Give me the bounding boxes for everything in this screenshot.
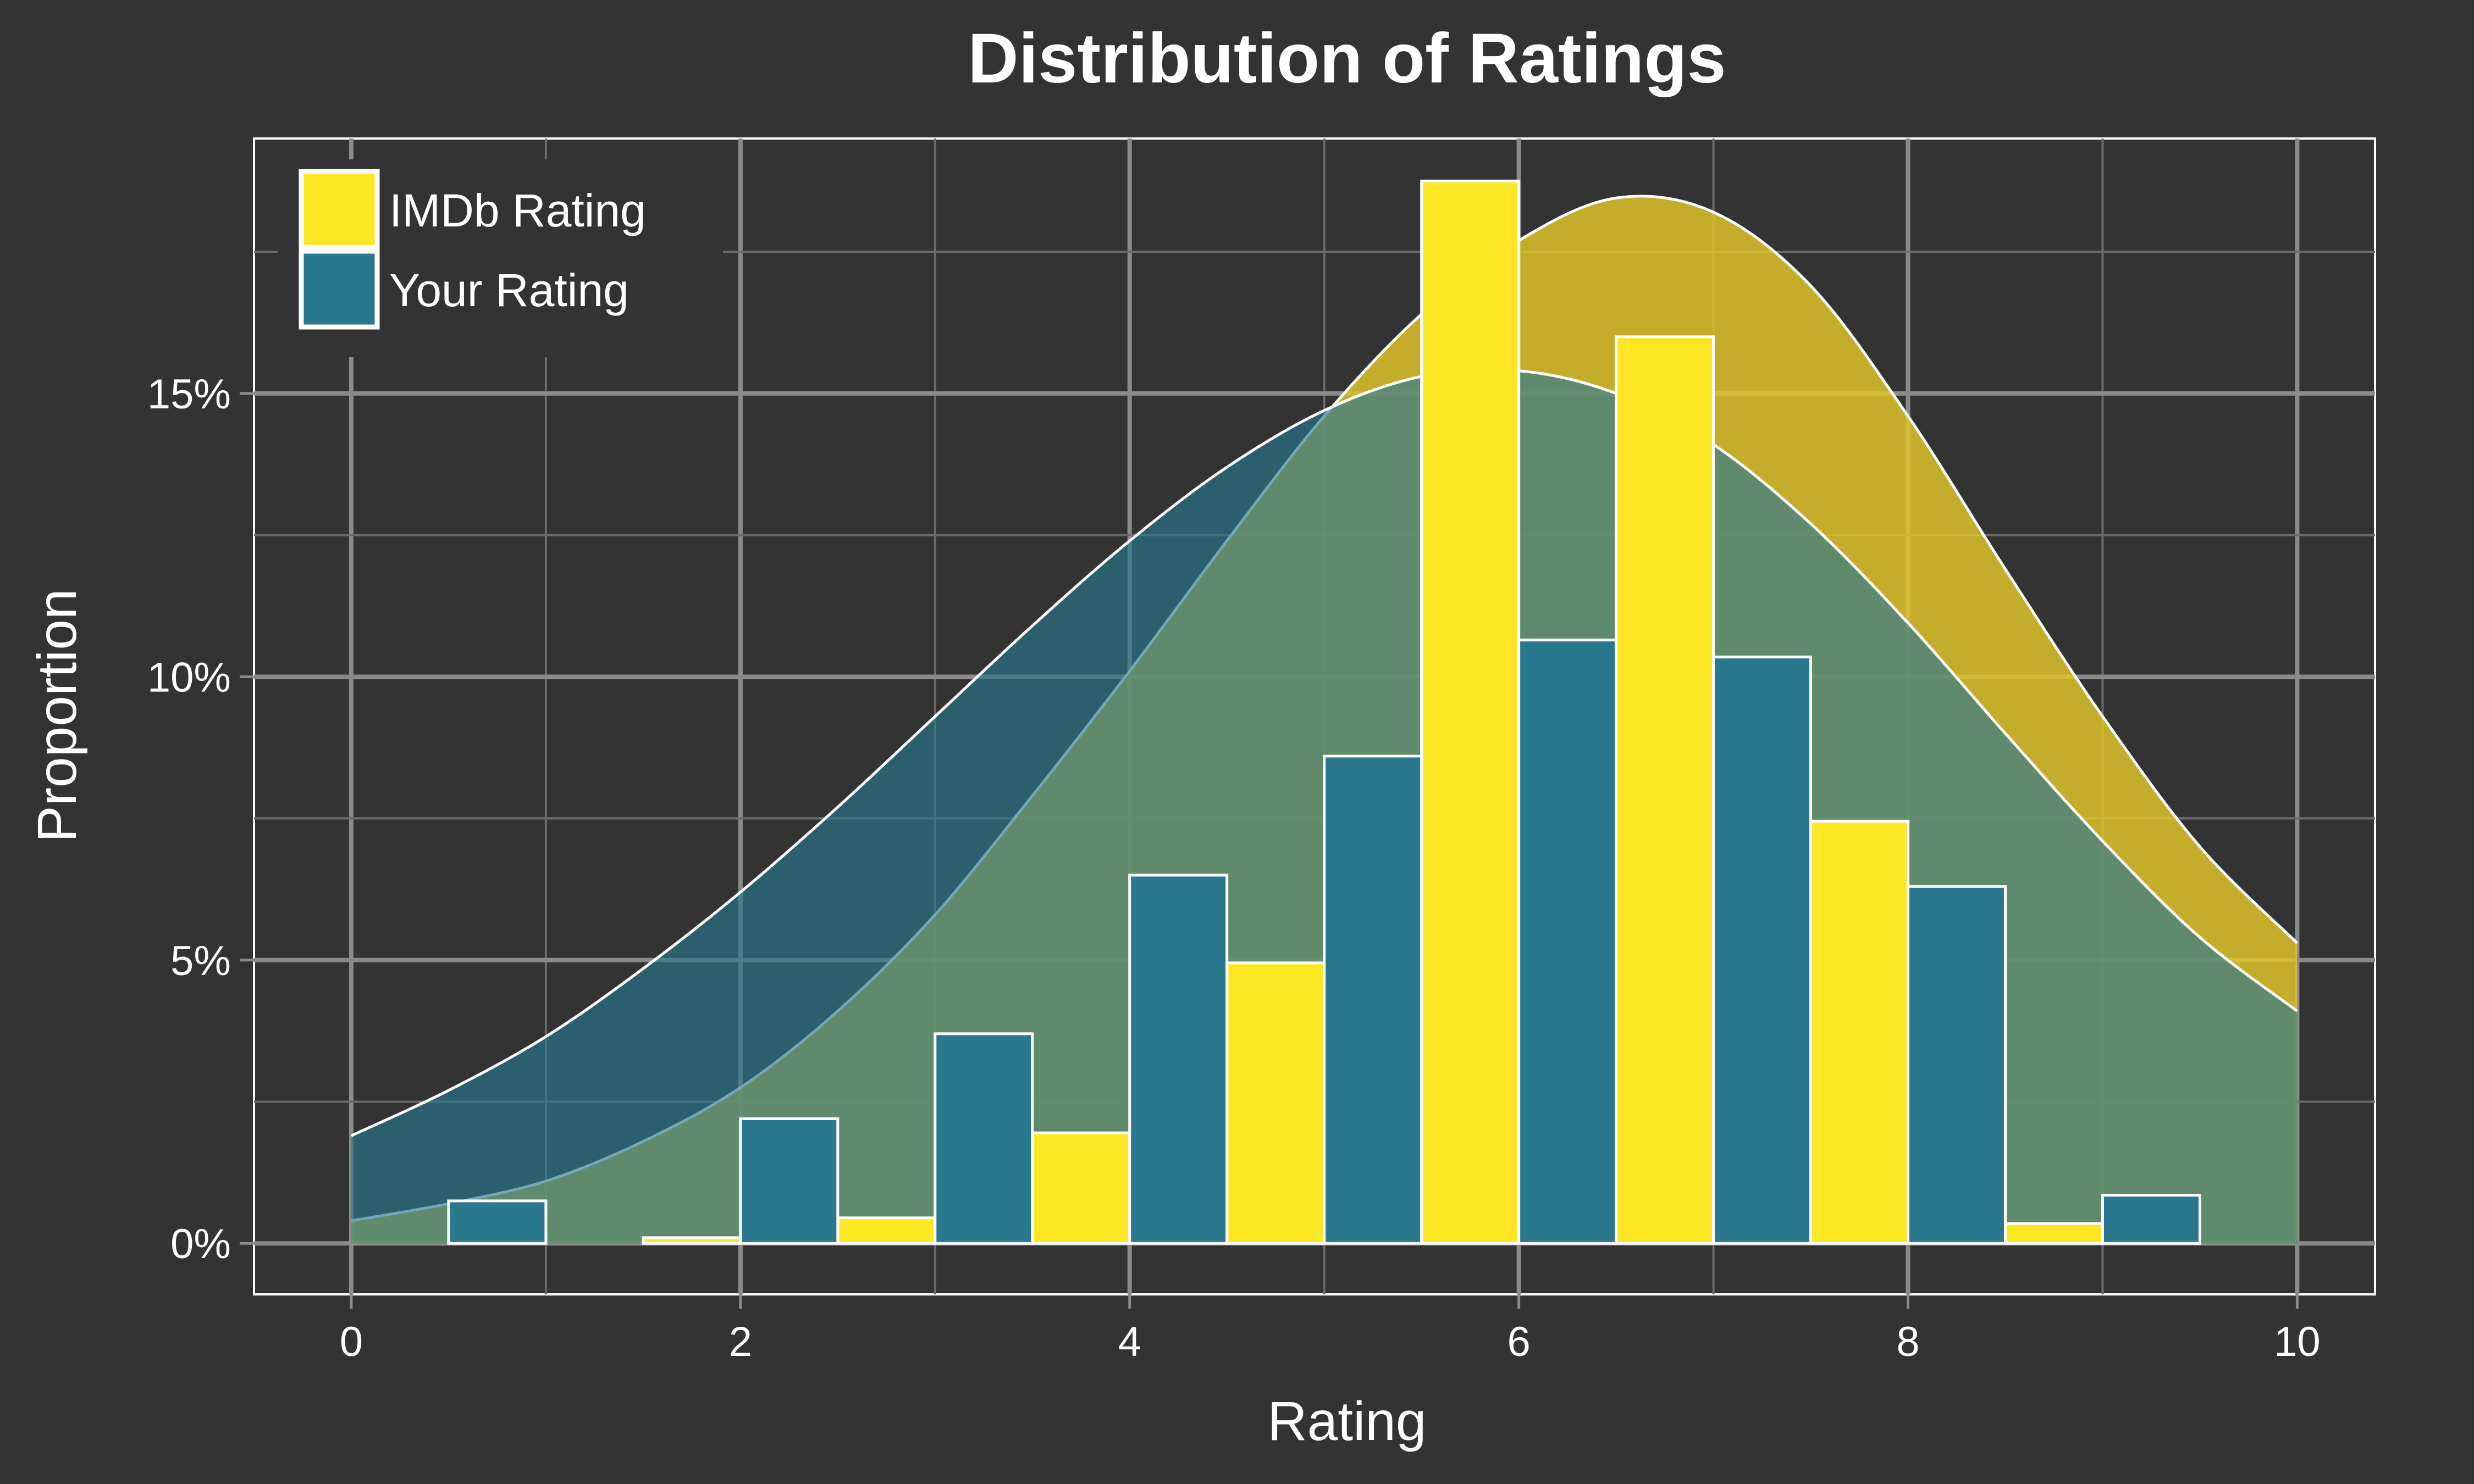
- bar-yours-5: [1517, 638, 1618, 1245]
- x-tick-label: 4: [1118, 1319, 1141, 1365]
- bar-yours-2: [934, 1032, 1034, 1245]
- histogram-bars: [447, 179, 2201, 1245]
- bar-yours-6: [1712, 655, 1813, 1245]
- y-axis-title: Proportion: [26, 589, 88, 842]
- bar-yours-7: [1907, 885, 2007, 1245]
- bar-imdb-4: [1225, 961, 1326, 1245]
- y-tick-label: 0%: [170, 1221, 231, 1267]
- x-tick-label: 6: [1507, 1319, 1531, 1365]
- x-tick-label: 2: [729, 1319, 752, 1365]
- y-tick-label: 5%: [170, 938, 231, 984]
- bar-yours-3: [1128, 873, 1229, 1245]
- bar-imdb-2: [836, 1216, 937, 1245]
- bar-yours-1: [739, 1117, 840, 1245]
- bar-yours-0: [447, 1199, 548, 1245]
- legend: IMDb Rating Your Rating: [278, 159, 723, 357]
- legend-key-0: [299, 169, 380, 250]
- x-axis-title: Rating: [1267, 1391, 1426, 1452]
- legend-label-1: Your Rating: [389, 264, 629, 316]
- bar-imdb-8: [2004, 1222, 2104, 1245]
- x-tick-label: 10: [2274, 1319, 2321, 1365]
- density-line-yours: [350, 368, 2298, 1137]
- legend-key-1: [299, 248, 380, 330]
- y-tick-label: 10%: [147, 654, 231, 701]
- bar-imdb-6: [1615, 335, 1715, 1245]
- bar-imdb-3: [1031, 1131, 1131, 1245]
- bar-yours-4: [1323, 755, 1423, 1245]
- legend-label-0: IMDb Rating: [389, 185, 646, 236]
- axes: 0 2 4 6 8 10 0% 5% 10% 15%: [147, 371, 2321, 1365]
- x-tick-label: 0: [340, 1319, 363, 1365]
- chart-title: Distribution of Ratings: [968, 19, 1726, 98]
- x-tick-label: 8: [1896, 1319, 1919, 1365]
- bar-yours-8: [2101, 1194, 2201, 1245]
- y-tick-label: 15%: [147, 371, 231, 418]
- bar-imdb-7: [1809, 819, 1910, 1245]
- bar-imdb-1: [642, 1236, 742, 1245]
- bar-imdb-5: [1420, 179, 1521, 1245]
